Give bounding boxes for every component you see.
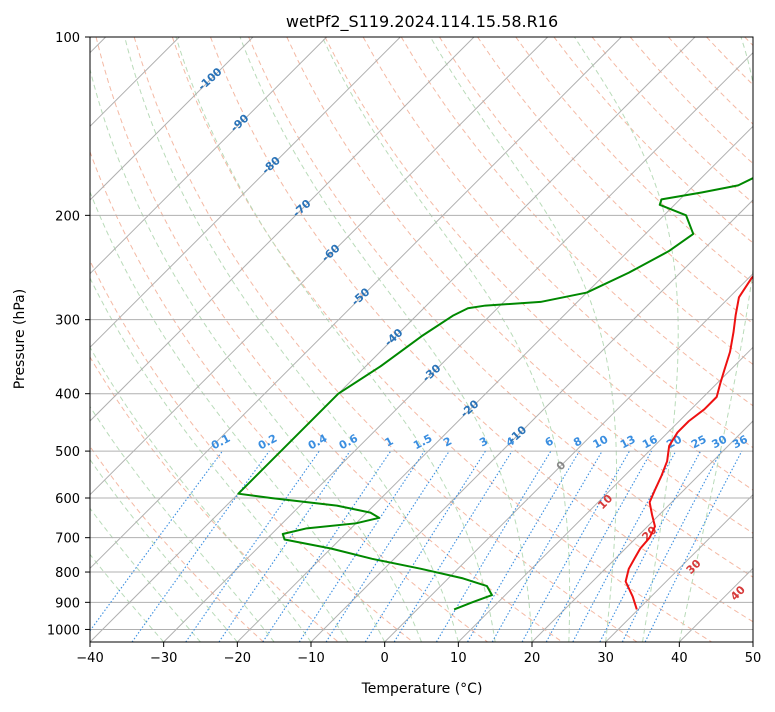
y-tick-label: 700 [55, 532, 80, 547]
x-tick-label: 40 [671, 651, 688, 666]
x-axis-label: Temperature (°C) [361, 681, 483, 697]
y-tick-label: 800 [55, 566, 80, 581]
x-tick-label: 50 [745, 651, 762, 666]
chart-title: wetPf2_S119.2024.114.15.58.R16 [286, 12, 558, 32]
x-tick-label: 20 [524, 651, 541, 666]
y-tick-label: 900 [55, 596, 80, 611]
x-tick-label: −20 [224, 651, 251, 666]
x-tick-label: −40 [76, 651, 103, 666]
y-tick-label: 500 [55, 445, 80, 460]
x-tick-label: −30 [150, 651, 177, 666]
y-tick-label: 400 [55, 388, 80, 403]
x-tick-label: 30 [597, 651, 614, 666]
y-tick-label: 300 [55, 314, 80, 329]
x-tick-label: 10 [450, 651, 467, 666]
x-tick-label: −10 [297, 651, 324, 666]
y-tick-label: 200 [55, 209, 80, 224]
y-axis-label: Pressure (hPa) [12, 289, 28, 389]
y-tick-label: 1000 [47, 623, 80, 638]
x-tick-label: 0 [381, 651, 389, 666]
y-tick-label: 100 [55, 31, 80, 46]
y-tick-label: 600 [55, 492, 80, 507]
